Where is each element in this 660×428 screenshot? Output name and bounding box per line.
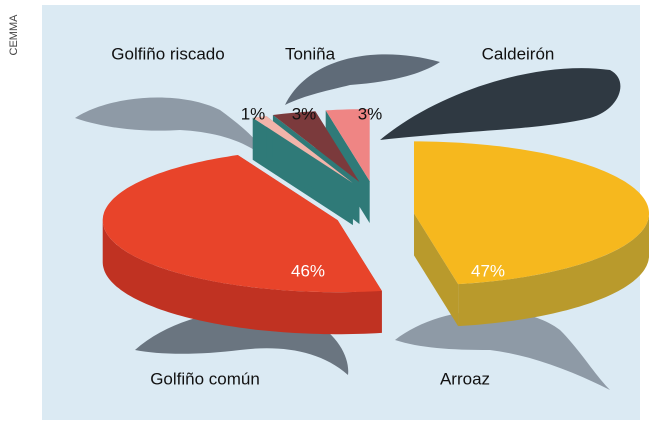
slice [414,141,649,285]
dolphin [75,97,268,160]
slice-side [458,213,649,327]
slice-wall [414,213,459,327]
value-label: 3% [292,104,317,123]
slice [272,111,360,182]
value-label: 3% [358,104,383,123]
credit: CEMMA [8,14,20,56]
value-label: 1% [241,104,266,123]
slice [102,155,382,293]
dolphin-icons [75,54,621,390]
slice [252,116,353,183]
category-label: Caldeirón [482,44,555,63]
category-label: Golfiño riscado [111,44,224,63]
slice-side [102,220,382,335]
value-label: 47% [471,261,505,280]
value-label: 46% [291,261,325,280]
dolphin [285,54,440,105]
dolphin [395,310,610,390]
slice [325,109,370,182]
category-label: Golfiño común [150,369,260,388]
dolphin [380,68,621,140]
category-label: Arroaz [440,369,490,388]
category-label: Toniña [285,44,336,63]
